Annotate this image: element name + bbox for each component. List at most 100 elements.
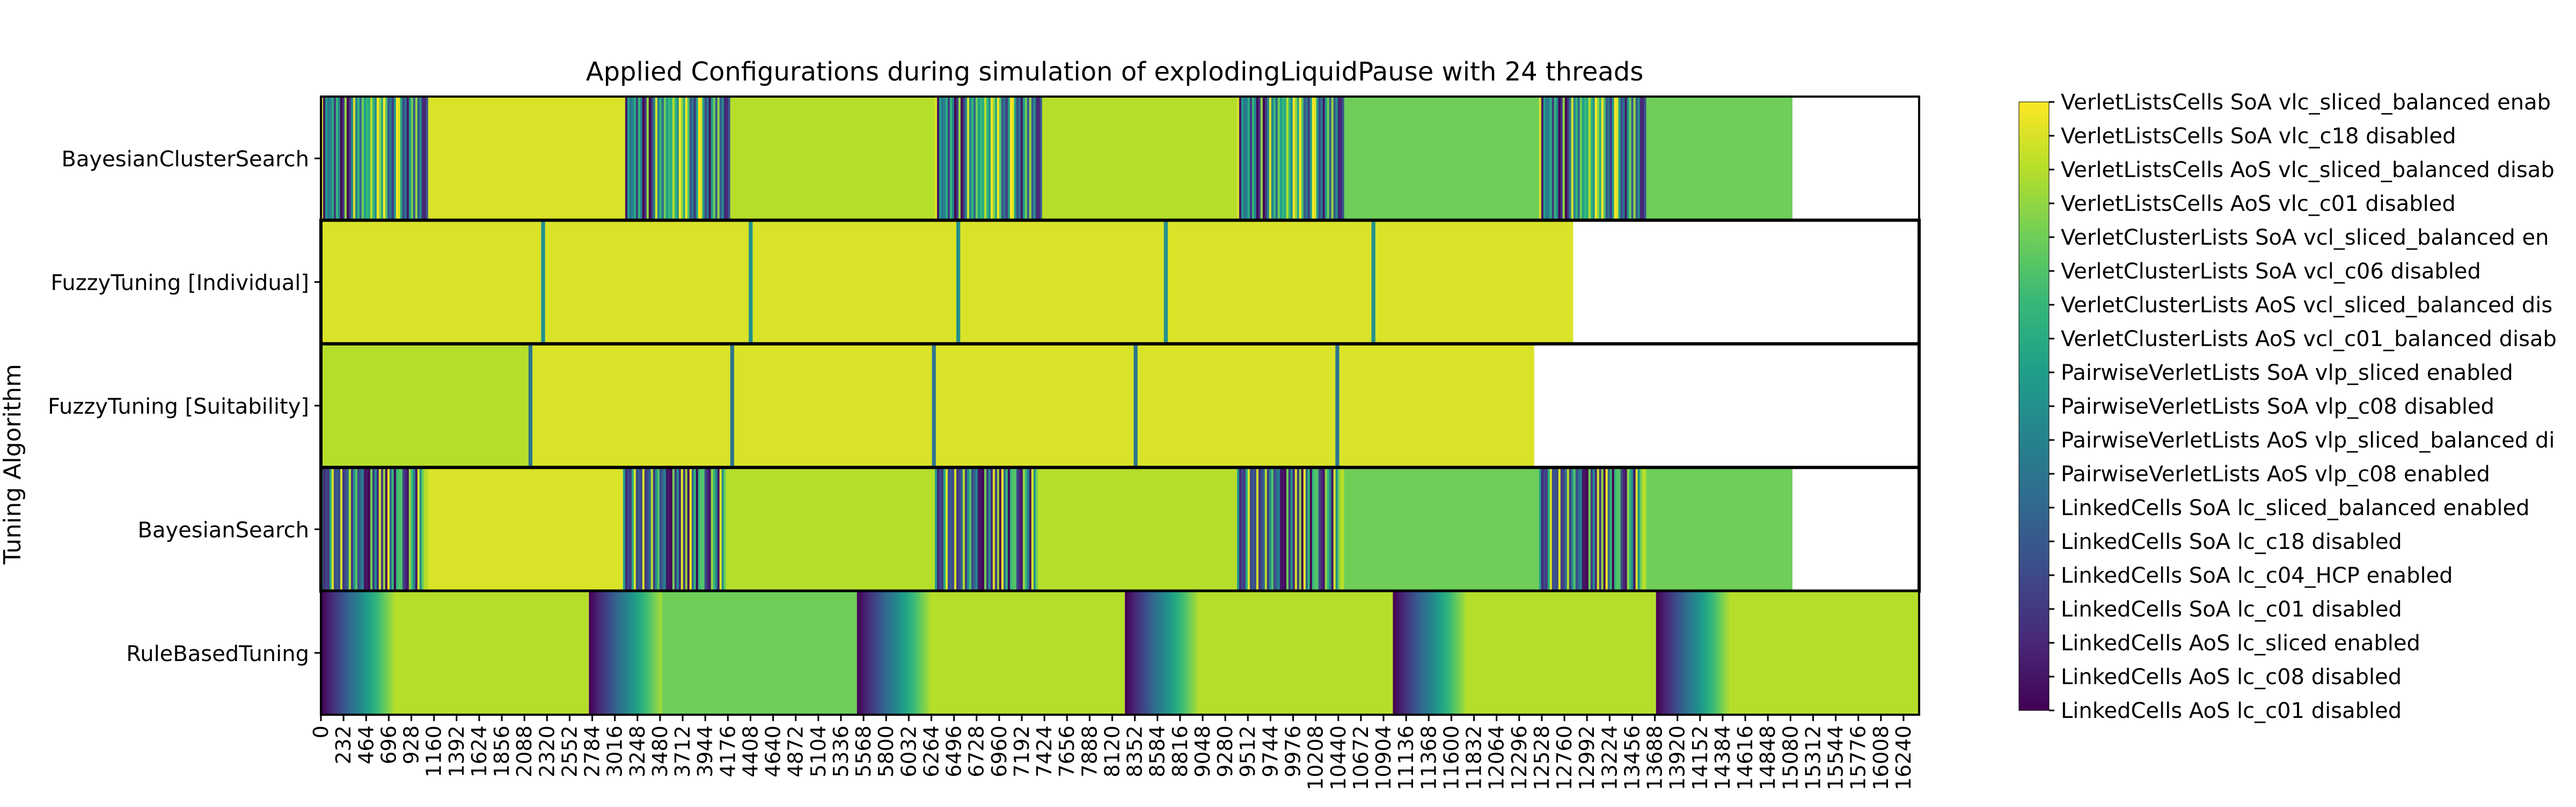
mixed-stripe xyxy=(1571,467,1574,591)
mixed-stripe xyxy=(417,467,420,591)
ramp-stripe xyxy=(1682,591,1685,715)
mixed-stripe xyxy=(361,467,364,591)
mixed-stripe xyxy=(348,467,352,591)
mixed-stripe xyxy=(355,97,358,221)
mixed-stripe xyxy=(691,97,694,221)
heatmap-segment xyxy=(541,220,545,344)
mixed-stripe xyxy=(411,467,414,591)
heatmap-segment xyxy=(956,220,961,344)
mixed-stripe xyxy=(1614,467,1617,591)
x-tick-label: 6496 xyxy=(942,725,966,777)
mixed-stripe xyxy=(708,467,712,591)
mixed-stripe xyxy=(1620,467,1623,591)
ramp-stripe xyxy=(1410,591,1413,715)
x-tick-label: 7656 xyxy=(1055,725,1079,777)
ramp-stripe xyxy=(1688,591,1691,715)
ramp-stripe xyxy=(352,591,354,715)
mixed-stripe xyxy=(1556,467,1559,591)
x-tick-label: 0 xyxy=(309,725,333,738)
ramp-stripe xyxy=(1443,591,1445,715)
ramp-stripe xyxy=(610,591,612,715)
mixed-stripe xyxy=(623,97,626,221)
x-tick-label: 13920 xyxy=(1666,725,1689,790)
mixed-segment xyxy=(623,97,731,221)
ramp-stripe xyxy=(621,591,624,715)
mixed-stripe xyxy=(1252,97,1255,221)
mixed-stripe xyxy=(702,97,705,221)
mixed-stripe xyxy=(986,97,989,221)
ramp-stripe xyxy=(340,591,342,715)
mixed-stripe xyxy=(1239,97,1242,221)
ramp-stripe xyxy=(650,591,653,715)
ramp-stripe xyxy=(357,591,360,715)
mixed-stripe xyxy=(711,97,714,221)
mixed-stripe xyxy=(1260,467,1263,591)
mixed-stripe xyxy=(1312,97,1315,221)
mixed-stripe xyxy=(992,97,996,221)
mixed-stripe xyxy=(977,97,980,221)
ramp-stripe xyxy=(382,591,385,715)
heatmap-segment xyxy=(1133,343,1138,468)
ramp-stripe xyxy=(885,591,888,715)
ramp-stripe xyxy=(656,591,658,715)
mixed-stripe xyxy=(708,97,712,221)
ramp-stripe xyxy=(1446,591,1449,715)
ramp-stripe xyxy=(1692,591,1695,715)
mixed-stripe xyxy=(984,467,987,591)
ramp-stripe xyxy=(592,591,595,715)
mixed-stripe xyxy=(1541,97,1544,221)
ramp-stripe xyxy=(1196,591,1198,715)
ramp-stripe xyxy=(1462,591,1465,715)
heatmap-segment xyxy=(662,591,857,715)
mixed-stripe xyxy=(668,97,671,221)
mixed-stripe xyxy=(1241,97,1244,221)
mixed-stripe xyxy=(404,467,407,591)
mixed-stripe xyxy=(706,467,709,591)
ramp-stripe xyxy=(652,591,655,715)
mixed-stripe xyxy=(363,467,367,591)
mixed-stripe xyxy=(655,467,658,591)
ramp-stripe xyxy=(386,591,389,715)
ramp-stripe xyxy=(380,591,383,715)
ramp-stripe xyxy=(905,591,908,715)
ramp-stripe xyxy=(1708,591,1710,715)
ramp-stripe xyxy=(868,591,871,715)
mixed-stripe xyxy=(325,97,328,221)
ramp-stripe xyxy=(1700,591,1703,715)
x-tick-label: 12064 xyxy=(1485,725,1509,790)
ramp-stripe xyxy=(598,591,601,715)
colorbar-label: VerletClusterLists SoA vcl_c06 disabled xyxy=(2061,259,2481,284)
mixed-stripe xyxy=(663,467,667,591)
mixed-stripe xyxy=(1562,97,1565,221)
ramp-stripe xyxy=(646,591,649,715)
mixed-stripe xyxy=(383,467,386,591)
mixed-stripe xyxy=(956,97,959,221)
mixed-stripe xyxy=(1633,97,1636,221)
mixed-stripe xyxy=(1005,97,1008,221)
mixed-stripe xyxy=(646,97,649,221)
mixed-stripe xyxy=(1616,97,1619,221)
mixed-stripe xyxy=(685,97,688,221)
ramp-stripe xyxy=(1445,591,1447,715)
mixed-stripe xyxy=(1558,467,1561,591)
mixed-segment xyxy=(321,97,429,221)
ramp-stripe xyxy=(1696,591,1699,715)
mixed-stripe xyxy=(936,467,940,591)
mixed-stripe xyxy=(344,467,347,591)
mixed-segment xyxy=(934,97,1043,221)
mixed-stripe xyxy=(1035,97,1038,221)
ramp-stripe xyxy=(338,591,341,715)
mixed-stripe xyxy=(385,97,388,221)
mixed-stripe xyxy=(644,467,647,591)
mixed-stripe xyxy=(398,467,401,591)
x-tick-label: 12760 xyxy=(1553,725,1576,790)
ramp-stripe xyxy=(348,591,350,715)
mixed-stripe xyxy=(1273,467,1276,591)
mixed-stripe xyxy=(1567,97,1570,221)
ramp-stripe xyxy=(1448,591,1451,715)
ramp-stripe xyxy=(590,591,594,715)
ramp-stripe xyxy=(1144,591,1147,715)
mixed-stripe xyxy=(1290,467,1293,591)
ramp-stripe xyxy=(1677,591,1680,715)
mixed-stripe xyxy=(1577,467,1580,591)
